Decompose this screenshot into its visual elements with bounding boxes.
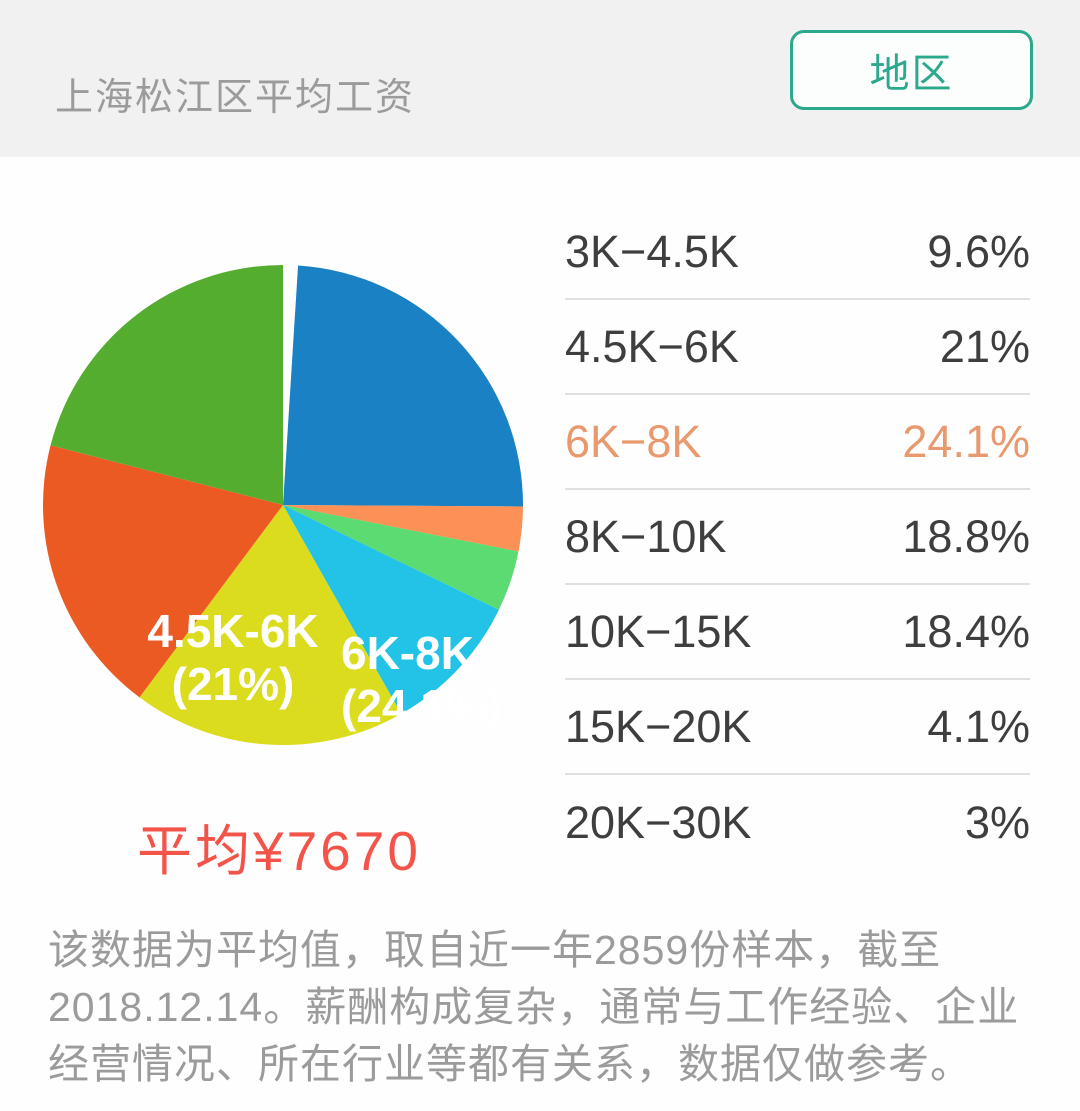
salary-range: 15K−20K bbox=[565, 700, 752, 752]
table-row[interactable]: 8K−10K 18.8% bbox=[565, 490, 1030, 585]
footnote-line: 该数据为平均值，取自近一年2859份样本，截至 bbox=[48, 927, 942, 973]
salary-pct: 21% bbox=[939, 320, 1030, 372]
footnote-line: 经营情况、所在行业等都有关系，数据仅做参考。 bbox=[48, 1041, 972, 1087]
salary-range: 4.5K−6K bbox=[565, 320, 739, 372]
pie-label-range: 4.5K-6K bbox=[147, 605, 319, 657]
page-title: 上海松江区平均工资 bbox=[55, 77, 416, 119]
salary-range: 3K−4.5K bbox=[565, 225, 739, 277]
table-row[interactable]: 3K−4.5K 9.6% bbox=[565, 205, 1030, 300]
pie-label-pct: (24.1%) bbox=[341, 680, 503, 732]
salary-pct: 9.6% bbox=[927, 225, 1030, 277]
salary-range: 6K−8K bbox=[565, 415, 702, 467]
salary-pie-chart: 4.5K-6K (21%) 6K-8K (24.1%) bbox=[43, 265, 523, 745]
header-bar: 上海松江区平均工资 地区 bbox=[0, 0, 1080, 157]
table-row[interactable]: 4.5K−6K 21% bbox=[565, 300, 1030, 395]
region-button-label: 地区 bbox=[869, 52, 954, 96]
pie-label-pct: (21%) bbox=[171, 658, 295, 710]
data-source-footnote: 该数据为平均值，取自近一年2859份样本，截至 2018.12.14。薪酬构成复… bbox=[48, 922, 1053, 1093]
pie-slice-8K-10K bbox=[43, 445, 283, 698]
salary-pct: 24.1% bbox=[902, 415, 1030, 467]
footnote-line: 2018.12.14。薪酬构成复杂，通常与工作经验、企业 bbox=[48, 984, 1020, 1030]
pie-label-range: 6K-8K bbox=[341, 627, 474, 679]
pie-slice-10K-15K bbox=[139, 505, 402, 745]
salary-pct: 3% bbox=[964, 796, 1030, 848]
salary-distribution-table: 3K−4.5K 9.6% 4.5K−6K 21% 6K−8K 24.1% 8K−… bbox=[565, 205, 1030, 870]
region-filter-button[interactable]: 地区 bbox=[790, 30, 1033, 110]
table-row[interactable]: 15K−20K 4.1% bbox=[565, 680, 1030, 775]
average-salary-label: 平均¥7670 bbox=[137, 820, 421, 882]
pie-svg bbox=[43, 265, 523, 745]
pie-label-4.5k-6k: 4.5K-6K (21%) bbox=[98, 605, 368, 711]
salary-pct: 18.4% bbox=[902, 605, 1030, 657]
pie-slice-6K-8K bbox=[283, 265, 523, 507]
pie-slice-4.5K-6K bbox=[50, 265, 283, 505]
salary-range: 20K−30K bbox=[565, 796, 752, 848]
salary-pct: 18.8% bbox=[902, 510, 1030, 562]
pie-slice-15K-20K bbox=[283, 505, 519, 610]
salary-pct: 4.1% bbox=[927, 700, 1030, 752]
salary-range: 8K−10K bbox=[565, 510, 727, 562]
salary-range: 10K−15K bbox=[565, 605, 752, 657]
pie-label-6k-8k: 6K-8K (24.1%) bbox=[341, 627, 502, 733]
pie-slice-20K-30K bbox=[283, 505, 523, 552]
pie-slice-3K-4.5K bbox=[283, 505, 499, 714]
table-row[interactable]: 20K−30K 3% bbox=[565, 775, 1030, 870]
table-row[interactable]: 10K−15K 18.4% bbox=[565, 585, 1030, 680]
table-row-selected[interactable]: 6K−8K 24.1% bbox=[565, 395, 1030, 490]
